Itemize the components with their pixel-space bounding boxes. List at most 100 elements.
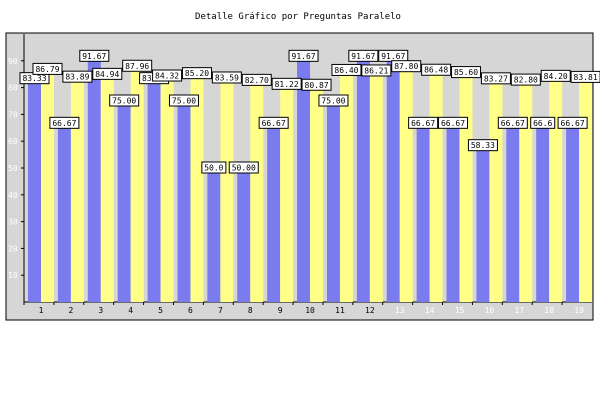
bar-1 [536, 123, 550, 302]
bar-2 [100, 74, 114, 302]
bar-1 [57, 123, 71, 302]
value-label-text: 82.80 [514, 76, 538, 85]
value-label: 66.67 [49, 116, 80, 129]
bar-1 [476, 145, 490, 302]
bar-2 [220, 77, 234, 303]
value-label: 66.67 [438, 116, 469, 129]
x-tick-label: 7 [218, 306, 223, 315]
bar-1 [506, 123, 520, 302]
value-label-box [421, 63, 452, 76]
value-label-box [557, 116, 588, 129]
value-label: 66.67 [557, 116, 588, 129]
value-label-box [318, 94, 349, 107]
bar-2 [369, 70, 383, 302]
value-label-box [258, 116, 289, 129]
value-label: 75.00 [168, 94, 199, 107]
value-label-box [211, 71, 242, 84]
value-label-box [348, 49, 379, 62]
bar-1 [207, 168, 221, 302]
value-label: 83.81 [570, 70, 600, 83]
value-label: 58.33 [467, 139, 498, 152]
value-label-text: 66.6 [533, 119, 552, 128]
value-label-text: 91.67 [292, 52, 316, 61]
value-label-box [540, 69, 571, 82]
bar-2 [549, 76, 563, 303]
value-label-box [438, 116, 469, 129]
value-label-text: 75.00 [321, 97, 345, 106]
value-label: 83.27 [480, 72, 511, 85]
value-label-text: 50.00 [232, 164, 256, 173]
value-label: 86.21 [361, 64, 392, 77]
value-label-text: 50.0 [204, 164, 223, 173]
value-label: 84.94 [92, 67, 123, 80]
value-label-text: 84.94 [95, 70, 119, 79]
value-label-text: 81.22 [275, 80, 299, 89]
value-label: 87.96 [122, 59, 153, 72]
value-label: 66.6 [530, 116, 556, 129]
value-label-text: 84.20 [544, 72, 568, 81]
bar-1 [326, 101, 340, 302]
value-label-box [201, 161, 227, 174]
y-tick-label: 90 [8, 57, 18, 66]
value-label: 83.59 [211, 71, 242, 84]
x-tick-label: 15 [455, 306, 465, 315]
bar-2 [160, 76, 174, 302]
x-tick-label: 11 [335, 306, 345, 315]
value-label-text: 83.81 [574, 73, 598, 82]
bar-1 [28, 78, 41, 302]
bar-2 [190, 73, 204, 302]
value-label-text: 91.67 [82, 52, 106, 61]
y-tick-label: 30 [8, 218, 18, 227]
value-label: 91.67 [288, 49, 319, 62]
value-label: 66.67 [258, 116, 289, 129]
y-tick-label: 10 [8, 271, 18, 280]
value-label-box [62, 70, 93, 83]
value-label-box [408, 116, 439, 129]
value-label-text: 91.67 [351, 52, 375, 61]
bar-1 [446, 123, 460, 302]
value-label-text: 83.89 [65, 73, 89, 82]
value-label-text: 86.21 [364, 66, 388, 75]
value-label-text: 83.27 [484, 74, 508, 83]
y-tick-label: 70 [8, 110, 18, 119]
bar-1 [267, 123, 281, 302]
x-tick-label: 4 [128, 306, 133, 315]
x-tick-label: 8 [248, 306, 253, 315]
value-label: 91.67 [348, 49, 379, 62]
y-tick-label: 20 [8, 244, 18, 253]
bar-1 [356, 56, 370, 302]
value-label-text: 84.32 [155, 72, 179, 81]
value-label: 85.60 [451, 66, 482, 79]
value-label-box [301, 78, 332, 91]
x-tick-label: 19 [574, 306, 584, 315]
value-label-text: 83.59 [215, 73, 239, 82]
bar-1 [297, 56, 311, 302]
x-tick-label: 13 [395, 306, 405, 315]
bar-2 [130, 66, 144, 302]
value-label-text: 83.33 [22, 74, 46, 83]
bar-2 [459, 72, 473, 302]
bar-2 [429, 70, 443, 302]
value-label-box [271, 77, 302, 90]
value-label-text: 87.96 [125, 62, 149, 71]
bar-1 [416, 123, 430, 302]
value-label-text: 91.67 [381, 52, 405, 61]
value-label-text: 66.67 [561, 119, 585, 128]
value-label-box [79, 49, 110, 62]
value-label: 86.79 [32, 62, 63, 75]
bar-2 [250, 80, 264, 302]
x-tick-label: 10 [305, 306, 315, 315]
value-label-box [510, 73, 541, 86]
y-tick-label: 80 [8, 84, 18, 93]
bar-2 [310, 85, 324, 302]
bar-1 [87, 56, 101, 302]
value-label: 91.67 [378, 49, 409, 62]
value-label-box [331, 63, 362, 76]
bar-2 [70, 77, 84, 302]
x-tick-label: 14 [425, 306, 435, 315]
value-label-box [241, 73, 272, 86]
bar-2 [579, 77, 593, 303]
value-label: 83.89 [62, 70, 93, 83]
value-label-text: 66.67 [501, 119, 525, 128]
bar-2 [339, 70, 353, 302]
